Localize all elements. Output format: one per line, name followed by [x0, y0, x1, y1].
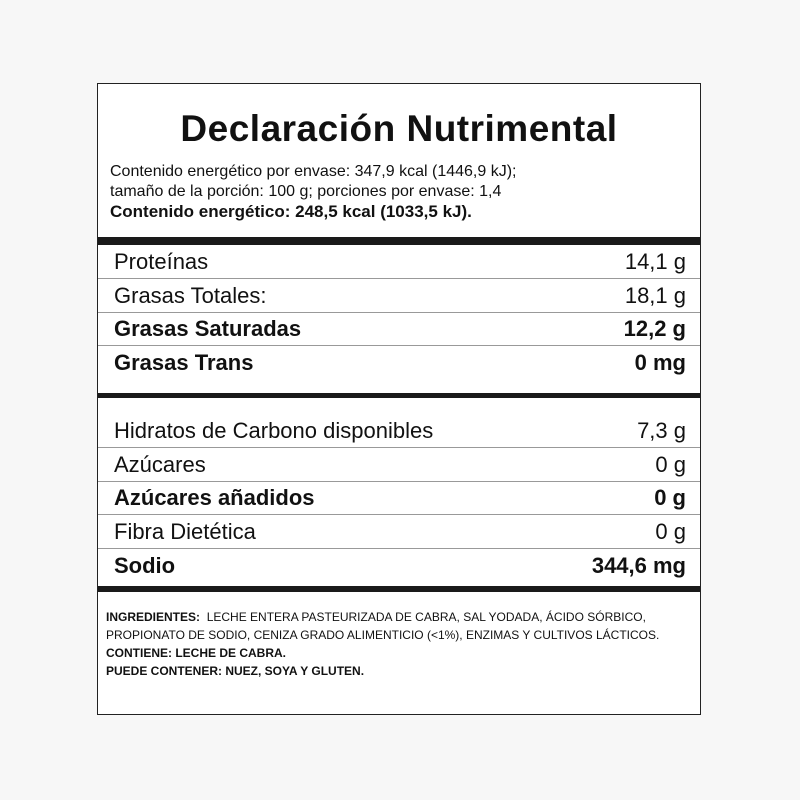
nutrient-value: 0 g	[655, 518, 686, 544]
nutrient-value: 7,3 g	[637, 418, 686, 443]
nutrient-label: Grasas Saturadas	[114, 316, 302, 341]
energy-info: Contenido energético por envase: 347,9 k…	[110, 162, 516, 222]
nutrient-label: Grasas Totales:	[114, 282, 267, 308]
nutrient-label: Sodio	[114, 552, 176, 578]
energy-per-package: Contenido energético por envase: 347,9 k…	[110, 163, 517, 180]
divider-thick	[98, 393, 700, 398]
nutrient-label: Azúcares añadidos	[114, 485, 315, 510]
portion-info: tamaño de la porción: 100 g; porciones p…	[110, 183, 502, 200]
contains-text: CONTIENE: LECHE DE CABRA.	[106, 646, 287, 660]
nutrient-label: Fibra Dietética	[114, 518, 256, 544]
nutrient-row: Azúcares añadidos 0 g	[98, 482, 700, 515]
nutrient-row: Fibra Dietética 0 g	[98, 516, 700, 549]
may-contain-text: PUEDE CONTENER: NUEZ, SOYA Y GLUTEN.	[106, 664, 365, 678]
ingredients-block: INGREDIENTES: LECHE ENTERA PASTEURIZADA …	[106, 608, 690, 680]
ingredients-list: LECHE ENTERA PASTEURIZADA DE CABRA, SAL …	[106, 610, 660, 642]
nutrient-label: Hidratos de Carbono disponibles	[114, 418, 434, 443]
ingredients-text: INGREDIENTES: LECHE ENTERA PASTEURIZADA …	[106, 608, 690, 644]
nutrient-row: Grasas Saturadas 12,2 g	[98, 313, 700, 346]
nutrient-row: Sodio 344,6 mg	[98, 549, 700, 582]
nutrient-value: 344,6 mg	[591, 552, 686, 578]
nutrient-row: Grasas Totales: 18,1 g	[98, 280, 700, 313]
divider-thick	[98, 586, 700, 592]
nutrient-value: 12,2 g	[623, 316, 686, 341]
nutrient-value: 0 g	[654, 485, 686, 510]
nutrient-row: Azúcares 0 g	[98, 449, 700, 482]
nutrient-value: 0 mg	[634, 350, 686, 375]
nutrition-label: Declaración Nutrimental Contenido energé…	[97, 83, 701, 715]
nutrient-row: Proteínas 14,1 g	[98, 246, 700, 279]
nutrient-row: Hidratos de Carbono disponibles 7,3 g	[98, 415, 700, 448]
nutrient-label: Grasas Trans	[114, 350, 254, 375]
nutrient-value: 18,1 g	[624, 282, 686, 308]
nutrient-label: Proteínas	[114, 249, 209, 274]
nutrient-value: 14,1 g	[624, 249, 686, 274]
nutrient-row: Grasas Trans 0 mg	[98, 347, 700, 380]
energy-per-portion: Contenido energético: 248,5 kcal (1033,5…	[110, 202, 472, 221]
ingredients-label: INGREDIENTES:	[106, 610, 201, 624]
nutrient-label: Azúcares	[114, 451, 206, 477]
label-title: Declaración Nutrimental	[180, 108, 618, 149]
divider-thick	[98, 237, 700, 245]
nutrient-value: 0 g	[655, 451, 686, 477]
